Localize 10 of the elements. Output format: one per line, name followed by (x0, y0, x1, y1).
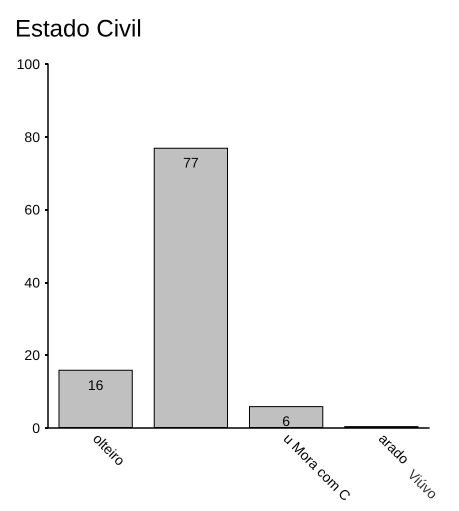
y-tick-label: 40 (24, 274, 40, 290)
y-tick-label: 0 (32, 420, 40, 436)
y-tick-label: 80 (24, 128, 40, 145)
data-label: 6 (282, 413, 290, 430)
y-tick-label: 100 (16, 56, 40, 72)
data-label: 16 (88, 376, 104, 393)
chart-title: Estado Civil (15, 16, 142, 42)
y-tick-label: 20 (24, 347, 40, 364)
y-tick-label: 60 (24, 202, 40, 218)
data-label: 77 (183, 154, 199, 171)
